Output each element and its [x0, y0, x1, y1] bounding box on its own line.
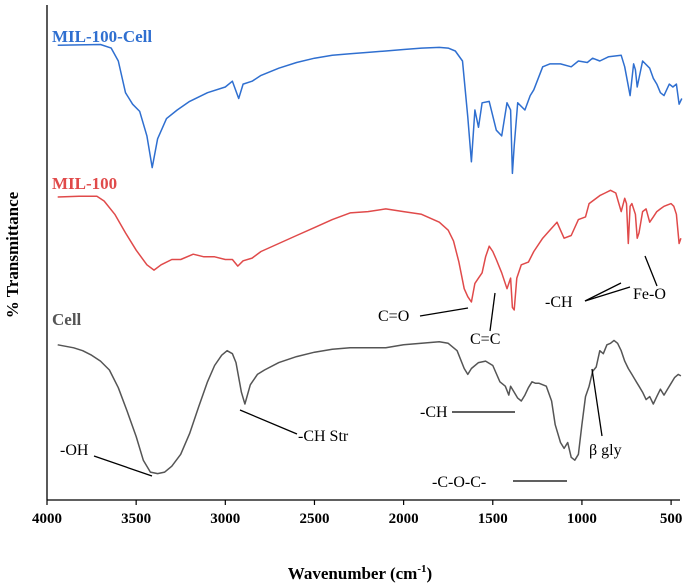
x-tick-label: 4000	[32, 511, 62, 527]
series-label-cell: Cell	[52, 310, 82, 329]
annotations: -OH -CH Str C=O C=C -CH Fe-O -CH β gly -C-O-C-	[60, 255, 666, 491]
x-tick-label: 2500	[299, 511, 329, 527]
annotation-label-fe-o: Fe-O	[633, 286, 666, 303]
annotation-leader-ch-str	[239, 409, 298, 435]
annotation-label-c-o: C=O	[378, 308, 409, 325]
annotation-leader-beta-gly	[591, 368, 603, 437]
annotation-leader-c-o	[419, 307, 469, 317]
series-label-mil-100-cell: MIL-100-Cell	[52, 27, 152, 46]
axes	[46, 5, 680, 501]
y-axis-label: % Transmittance	[3, 191, 22, 318]
x-tick-label: 3500	[121, 511, 151, 527]
annotation-label-coc: -C-O-C-	[432, 474, 486, 491]
x-tick-label: 1000	[567, 511, 597, 527]
annotation-label-c-c: C=C	[470, 331, 500, 348]
x-tick-label: 1500	[478, 511, 508, 527]
series-label-mil-100: MIL-100	[52, 174, 117, 193]
annotation-label-beta-gly: β gly	[589, 442, 622, 459]
series-lines	[57, 43, 683, 475]
annotation-label-ch-red: -CH	[545, 294, 573, 311]
series-line-mil-100-cell	[57, 43, 683, 175]
annotation-label-ch-gray: -CH	[420, 404, 448, 421]
annotation-leader-c-c	[489, 292, 496, 332]
annotation-leader-ch-red	[584, 282, 622, 302]
annotation-label-oh: -OH	[60, 442, 89, 459]
x-axis-label: Wavenumber (cm-1)	[288, 563, 432, 583]
x-tick-label: 3000	[210, 511, 240, 527]
x-tick-labels: 4000 3500 3000 2500 2000 1500 1000 500	[32, 500, 682, 527]
series-labels: MIL-100-Cell MIL-100 Cell	[52, 27, 152, 329]
x-tick-label: 500	[660, 511, 683, 527]
x-tick-label: 2000	[389, 511, 419, 527]
annotation-leader-ch-red	[584, 286, 631, 302]
series-line-cell	[57, 339, 682, 475]
annotation-leader-oh	[93, 455, 153, 477]
annotation-leader-fe-o	[644, 255, 658, 287]
annotation-label-ch-str: -CH Str	[298, 428, 349, 445]
series-line-mil-100	[57, 189, 682, 311]
